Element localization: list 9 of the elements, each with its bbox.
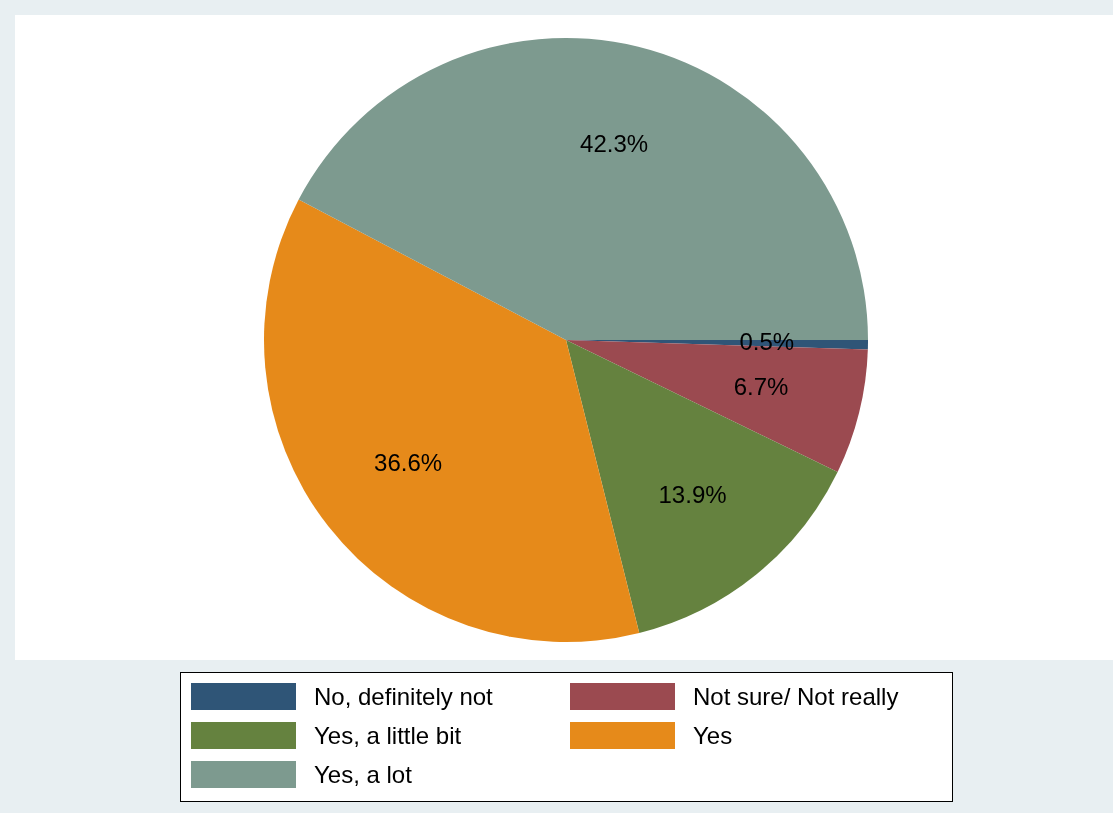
legend-label: Not sure/ Not really <box>693 682 899 711</box>
legend-label: Yes <box>693 721 733 750</box>
data-label: 13.9% <box>658 480 727 508</box>
legend-label: Yes, a little bit <box>314 721 462 750</box>
data-label: 42.3% <box>580 129 649 157</box>
data-label: 36.6% <box>374 448 443 476</box>
data-label: 6.7% <box>733 372 789 400</box>
legend-label: Yes, a lot <box>314 760 412 789</box>
legend-label: No, definitely not <box>314 682 493 711</box>
